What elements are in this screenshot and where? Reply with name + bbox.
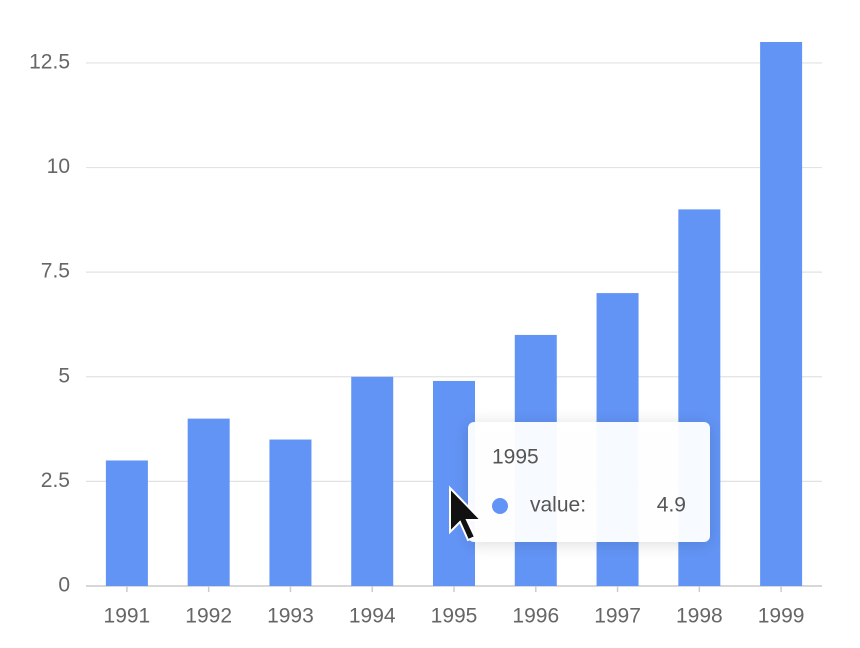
y-tick-label: 2.5 [41,469,70,492]
y-tick-label: 0 [58,574,70,597]
bar [187,418,230,586]
x-tick-label: 1997 [594,605,641,628]
x-tick-label: 1991 [104,605,151,628]
x-tick-label: 1999 [758,605,805,628]
tooltip-box [468,422,710,542]
x-tick-label: 1995 [431,605,478,628]
tooltip: 1995 value: 4.9 [468,422,710,542]
bar [351,376,394,586]
mouse-cursor [449,485,484,542]
y-tick-label: 7.5 [41,260,70,283]
tooltip-value: 4.9 [657,494,686,517]
x-tick-label: 1996 [512,605,559,628]
y-tick-label: 5 [58,364,70,387]
y-tick-label: 12.5 [29,50,70,73]
y-tick-label: 10 [47,155,70,178]
bar [760,42,803,586]
x-tick-label: 1993 [267,605,314,628]
x-tick-label: 1998 [676,605,723,628]
bar [269,439,312,586]
tooltip-title: 1995 [492,446,539,469]
bar [105,460,148,586]
tooltip-label: value: [530,494,586,517]
tooltip-marker [492,498,508,514]
x-tick-label: 1992 [185,605,232,628]
x-tick-label: 1994 [349,605,396,628]
